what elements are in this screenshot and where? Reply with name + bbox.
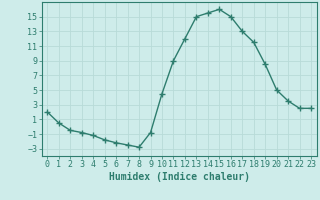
X-axis label: Humidex (Indice chaleur): Humidex (Indice chaleur) [109,172,250,182]
